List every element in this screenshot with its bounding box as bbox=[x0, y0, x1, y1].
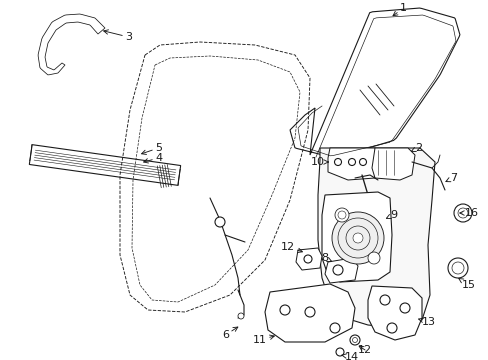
Circle shape bbox=[238, 313, 244, 319]
Text: 14: 14 bbox=[341, 352, 358, 360]
Polygon shape bbox=[38, 14, 105, 75]
Circle shape bbox=[453, 204, 471, 222]
Text: 12: 12 bbox=[280, 242, 302, 252]
Text: 11: 11 bbox=[252, 335, 274, 345]
Polygon shape bbox=[29, 145, 180, 185]
Text: 8: 8 bbox=[320, 253, 331, 263]
Text: 1: 1 bbox=[392, 3, 406, 16]
Text: 4: 4 bbox=[143, 153, 162, 163]
Text: 3: 3 bbox=[103, 30, 132, 42]
Circle shape bbox=[349, 335, 359, 345]
Polygon shape bbox=[317, 148, 434, 328]
Text: 6: 6 bbox=[222, 327, 237, 340]
Text: 12: 12 bbox=[357, 345, 371, 355]
Polygon shape bbox=[367, 286, 421, 340]
Circle shape bbox=[367, 252, 379, 264]
Circle shape bbox=[352, 233, 362, 243]
Circle shape bbox=[215, 217, 224, 227]
Polygon shape bbox=[289, 8, 459, 158]
Polygon shape bbox=[264, 284, 354, 342]
Circle shape bbox=[334, 208, 348, 222]
Text: 16: 16 bbox=[459, 208, 478, 218]
Circle shape bbox=[331, 212, 383, 264]
Polygon shape bbox=[371, 148, 414, 180]
Text: 15: 15 bbox=[458, 279, 475, 290]
Text: 7: 7 bbox=[445, 173, 456, 183]
Polygon shape bbox=[325, 258, 357, 283]
Text: 13: 13 bbox=[418, 317, 435, 327]
Circle shape bbox=[447, 258, 467, 278]
Circle shape bbox=[335, 348, 343, 356]
Text: 9: 9 bbox=[386, 210, 396, 220]
Text: 10: 10 bbox=[310, 157, 327, 167]
Polygon shape bbox=[295, 248, 321, 270]
Text: 5: 5 bbox=[142, 143, 162, 154]
Polygon shape bbox=[321, 192, 391, 282]
Text: 2: 2 bbox=[410, 143, 421, 153]
Polygon shape bbox=[327, 148, 377, 180]
